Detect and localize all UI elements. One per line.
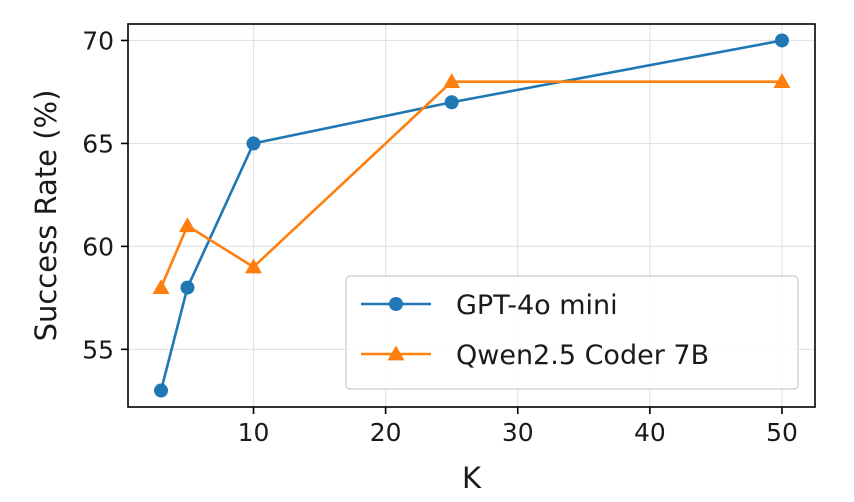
x-axis-label: K: [462, 461, 482, 495]
tick-layer: 10 20 30 40 50 55 60 65 70: [82, 26, 798, 447]
data-point: [443, 73, 461, 89]
series-qwen2-5-coder-7b: [152, 73, 791, 294]
y-tick-label: 70: [82, 26, 114, 55]
data-point: [245, 258, 263, 274]
y-axis-label: Success Rate (%): [29, 90, 63, 342]
x-tick-label: 50: [766, 418, 798, 447]
legend-entry: Qwen2.5 Coder 7B: [361, 340, 709, 371]
data-point: [773, 73, 791, 89]
data-point: [774, 33, 789, 48]
legend: GPT-4o mini Qwen2.5 Coder 7B: [345, 275, 799, 390]
data-point: [246, 136, 261, 151]
legend-marker: [389, 297, 403, 311]
y-tick-label: 60: [82, 232, 114, 261]
y-tick-label: 55: [82, 335, 114, 364]
legend-items: GPT-4o mini Qwen2.5 Coder 7B: [361, 290, 709, 371]
y-tick-label: 65: [82, 129, 114, 158]
data-point: [444, 95, 459, 110]
legend-entry: GPT-4o mini: [361, 290, 618, 321]
x-tick-label: 30: [502, 418, 534, 447]
x-tick-label: 40: [634, 418, 666, 447]
data-point: [152, 279, 170, 294]
plot-frame: [127, 23, 816, 408]
x-tick-label: 10: [238, 418, 270, 447]
x-tick-label: 20: [370, 418, 402, 447]
data-point: [154, 383, 169, 398]
legend-label: Qwen2.5 Coder 7B: [456, 340, 709, 371]
legend-marker: [387, 345, 405, 361]
legend-label: GPT-4o mini: [456, 290, 618, 321]
series-layer: [152, 33, 791, 398]
legend-box: [345, 275, 799, 390]
data-point: [178, 217, 196, 233]
series-line: [159, 80, 782, 289]
data-point: [180, 280, 195, 295]
